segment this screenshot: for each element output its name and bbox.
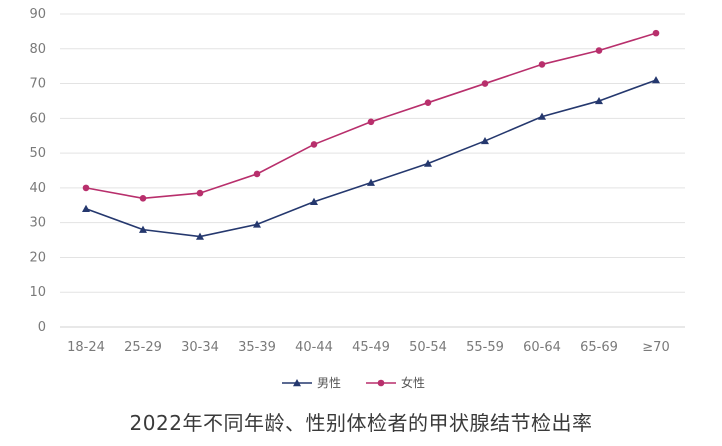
- data-point: [310, 141, 318, 148]
- legend-label: 男性: [317, 376, 341, 390]
- data-point: [424, 159, 432, 167]
- legend-item-male: 男性: [282, 376, 341, 390]
- chart-title: 2022年不同年龄、性别体检者的甲状腺结节检出率: [129, 411, 593, 435]
- data-point: [595, 47, 603, 54]
- series-group: [82, 29, 660, 240]
- y-tick-label: 0: [38, 320, 46, 335]
- y-tick-label: 50: [29, 146, 46, 161]
- y-tick-label: 80: [29, 42, 46, 57]
- y-tick-label: 10: [29, 285, 46, 300]
- x-tick-label: 18-24: [67, 340, 105, 355]
- data-point: [595, 96, 603, 105]
- data-point: [367, 178, 375, 186]
- y-axis-ticks: 0 10 20 30 40 50 60 70 80 90: [29, 7, 46, 335]
- x-tick-label: 65-69: [580, 340, 618, 355]
- line-chart: 0 10 20 30 40 50 60 70 80 90 18-24 25-29 30-34 35-39…: [29, 7, 685, 390]
- x-tick-label: 50-54: [409, 340, 447, 355]
- series-female: [82, 29, 660, 202]
- data-point: [424, 99, 432, 106]
- x-tick-label: 55-59: [466, 340, 504, 355]
- gridlines: [60, 13, 685, 328]
- x-tick-label: 30-34: [181, 340, 219, 355]
- y-tick-label: 60: [29, 111, 46, 126]
- x-tick-label: 45-49: [352, 340, 390, 355]
- legend-label: 女性: [401, 375, 425, 390]
- data-point: [196, 232, 204, 240]
- legend-item-female: 女性: [366, 375, 425, 390]
- x-tick-label: 40-44: [295, 340, 333, 355]
- data-point: [538, 61, 546, 68]
- x-tick-label: 25-29: [124, 340, 162, 355]
- x-axis-ticks: 18-24 25-29 30-34 35-39 40-44 45-49 50-54 55-59…: [67, 340, 670, 355]
- data-point: [82, 184, 90, 192]
- y-tick-label: 90: [29, 7, 46, 22]
- data-point: [652, 29, 660, 37]
- x-tick-label: 35-39: [238, 340, 276, 355]
- legend-marker: [293, 379, 301, 387]
- data-point: [538, 112, 546, 120]
- data-point: [652, 76, 660, 84]
- y-tick-label: 20: [29, 250, 46, 265]
- data-point: [367, 118, 375, 126]
- series-male: [82, 76, 660, 240]
- data-point: [82, 204, 90, 212]
- legend: 男性 女性: [282, 375, 425, 390]
- data-point: [196, 189, 204, 197]
- data-point: [481, 80, 489, 87]
- legend-marker: [377, 379, 385, 387]
- y-tick-label: 40: [29, 181, 46, 196]
- x-tick-label: 60-64: [523, 340, 561, 355]
- y-tick-label: 30: [29, 216, 46, 231]
- data-point: [139, 195, 147, 202]
- series-line: [85, 32, 657, 200]
- data-point: [253, 170, 261, 178]
- data-point: [139, 225, 147, 233]
- series-line: [85, 79, 657, 238]
- data-point: [481, 136, 489, 145]
- data-point: [253, 220, 261, 228]
- x-tick-label: ≥70: [642, 340, 669, 355]
- y-tick-label: 70: [29, 77, 46, 92]
- data-point: [310, 197, 318, 205]
